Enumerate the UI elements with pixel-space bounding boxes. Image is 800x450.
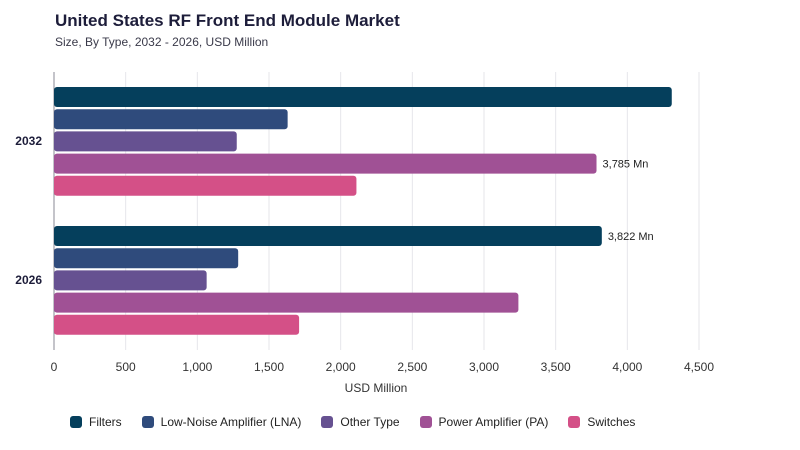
- category-label-2032: 2032: [15, 134, 42, 148]
- legend-swatch: [141, 416, 154, 428]
- bar-2026-other-type: [54, 270, 207, 291]
- x-tick-label: 3,500: [541, 360, 571, 374]
- x-tick-label: 1,500: [254, 360, 284, 374]
- bar-2026-filters: [54, 226, 602, 246]
- legend-swatch: [70, 416, 82, 428]
- bar-2026-switches: [54, 314, 300, 335]
- bar-2032-filters: [54, 87, 672, 107]
- bar-chart-plot: 0 500 1,000 1,500 2,000 2,500 3,000 3,500 4,000 4…: [15, 72, 714, 395]
- legend-swatch: [419, 416, 432, 428]
- legend-item: Power Amplifier (PA): [419, 415, 549, 429]
- x-tick-label: 1,000: [182, 360, 212, 374]
- legend-label: Switches: [587, 415, 636, 429]
- data-label: 3,785 Mn: [603, 159, 649, 171]
- x-tick-label: 4,000: [612, 360, 642, 374]
- bar-2032-switches: [54, 175, 357, 196]
- x-tick-label: 4,500: [684, 360, 714, 374]
- bar-2032-other-type: [54, 131, 237, 152]
- legend-label: Low-Noise Amplifier (LNA): [160, 415, 302, 429]
- bar-2032-power-amplifier-pa: [54, 153, 597, 174]
- x-tick-label: 3,000: [469, 360, 499, 374]
- legend-swatch: [321, 416, 334, 428]
- bar-2032-low-noise-amplifier-lna: [54, 109, 288, 130]
- x-tick-label: 0: [51, 360, 58, 374]
- legend-item: Filters: [70, 415, 122, 429]
- legend-item: Switches: [568, 415, 635, 429]
- x-tick-label: 2,500: [397, 360, 427, 374]
- data-label: 3,822 Mn: [608, 231, 654, 243]
- x-tick-label: 500: [116, 360, 136, 374]
- legend-item: Low-Noise Amplifier (LNA): [141, 415, 302, 429]
- chart-subtitle: Size, By Type, 2032 - 2026, USD Million: [55, 35, 269, 49]
- category-label-2026: 2026: [15, 273, 42, 287]
- legend-label: Power Amplifier (PA): [438, 415, 549, 429]
- legend-label: Filters: [89, 415, 122, 429]
- bar-2026-low-noise-amplifier-lna: [54, 248, 239, 269]
- bar-2026-power-amplifier-pa: [54, 292, 519, 313]
- legend-label: Other Type: [340, 415, 400, 429]
- legend-item: Other Type: [321, 415, 400, 429]
- chart-title: United States RF Front End Module Market: [55, 11, 400, 30]
- label-layer: 0 500 1,000 1,500 2,000 2,500 3,000 3,500 4,000 4…: [15, 134, 714, 374]
- legend-swatch: [568, 416, 581, 428]
- x-axis-title: USD Million: [345, 381, 408, 395]
- x-tick-label: 2,000: [326, 360, 356, 374]
- legend: Filters Low-Noise Amplifier (LNA) Other Ty…: [70, 415, 635, 429]
- bar-layer: [54, 87, 672, 335]
